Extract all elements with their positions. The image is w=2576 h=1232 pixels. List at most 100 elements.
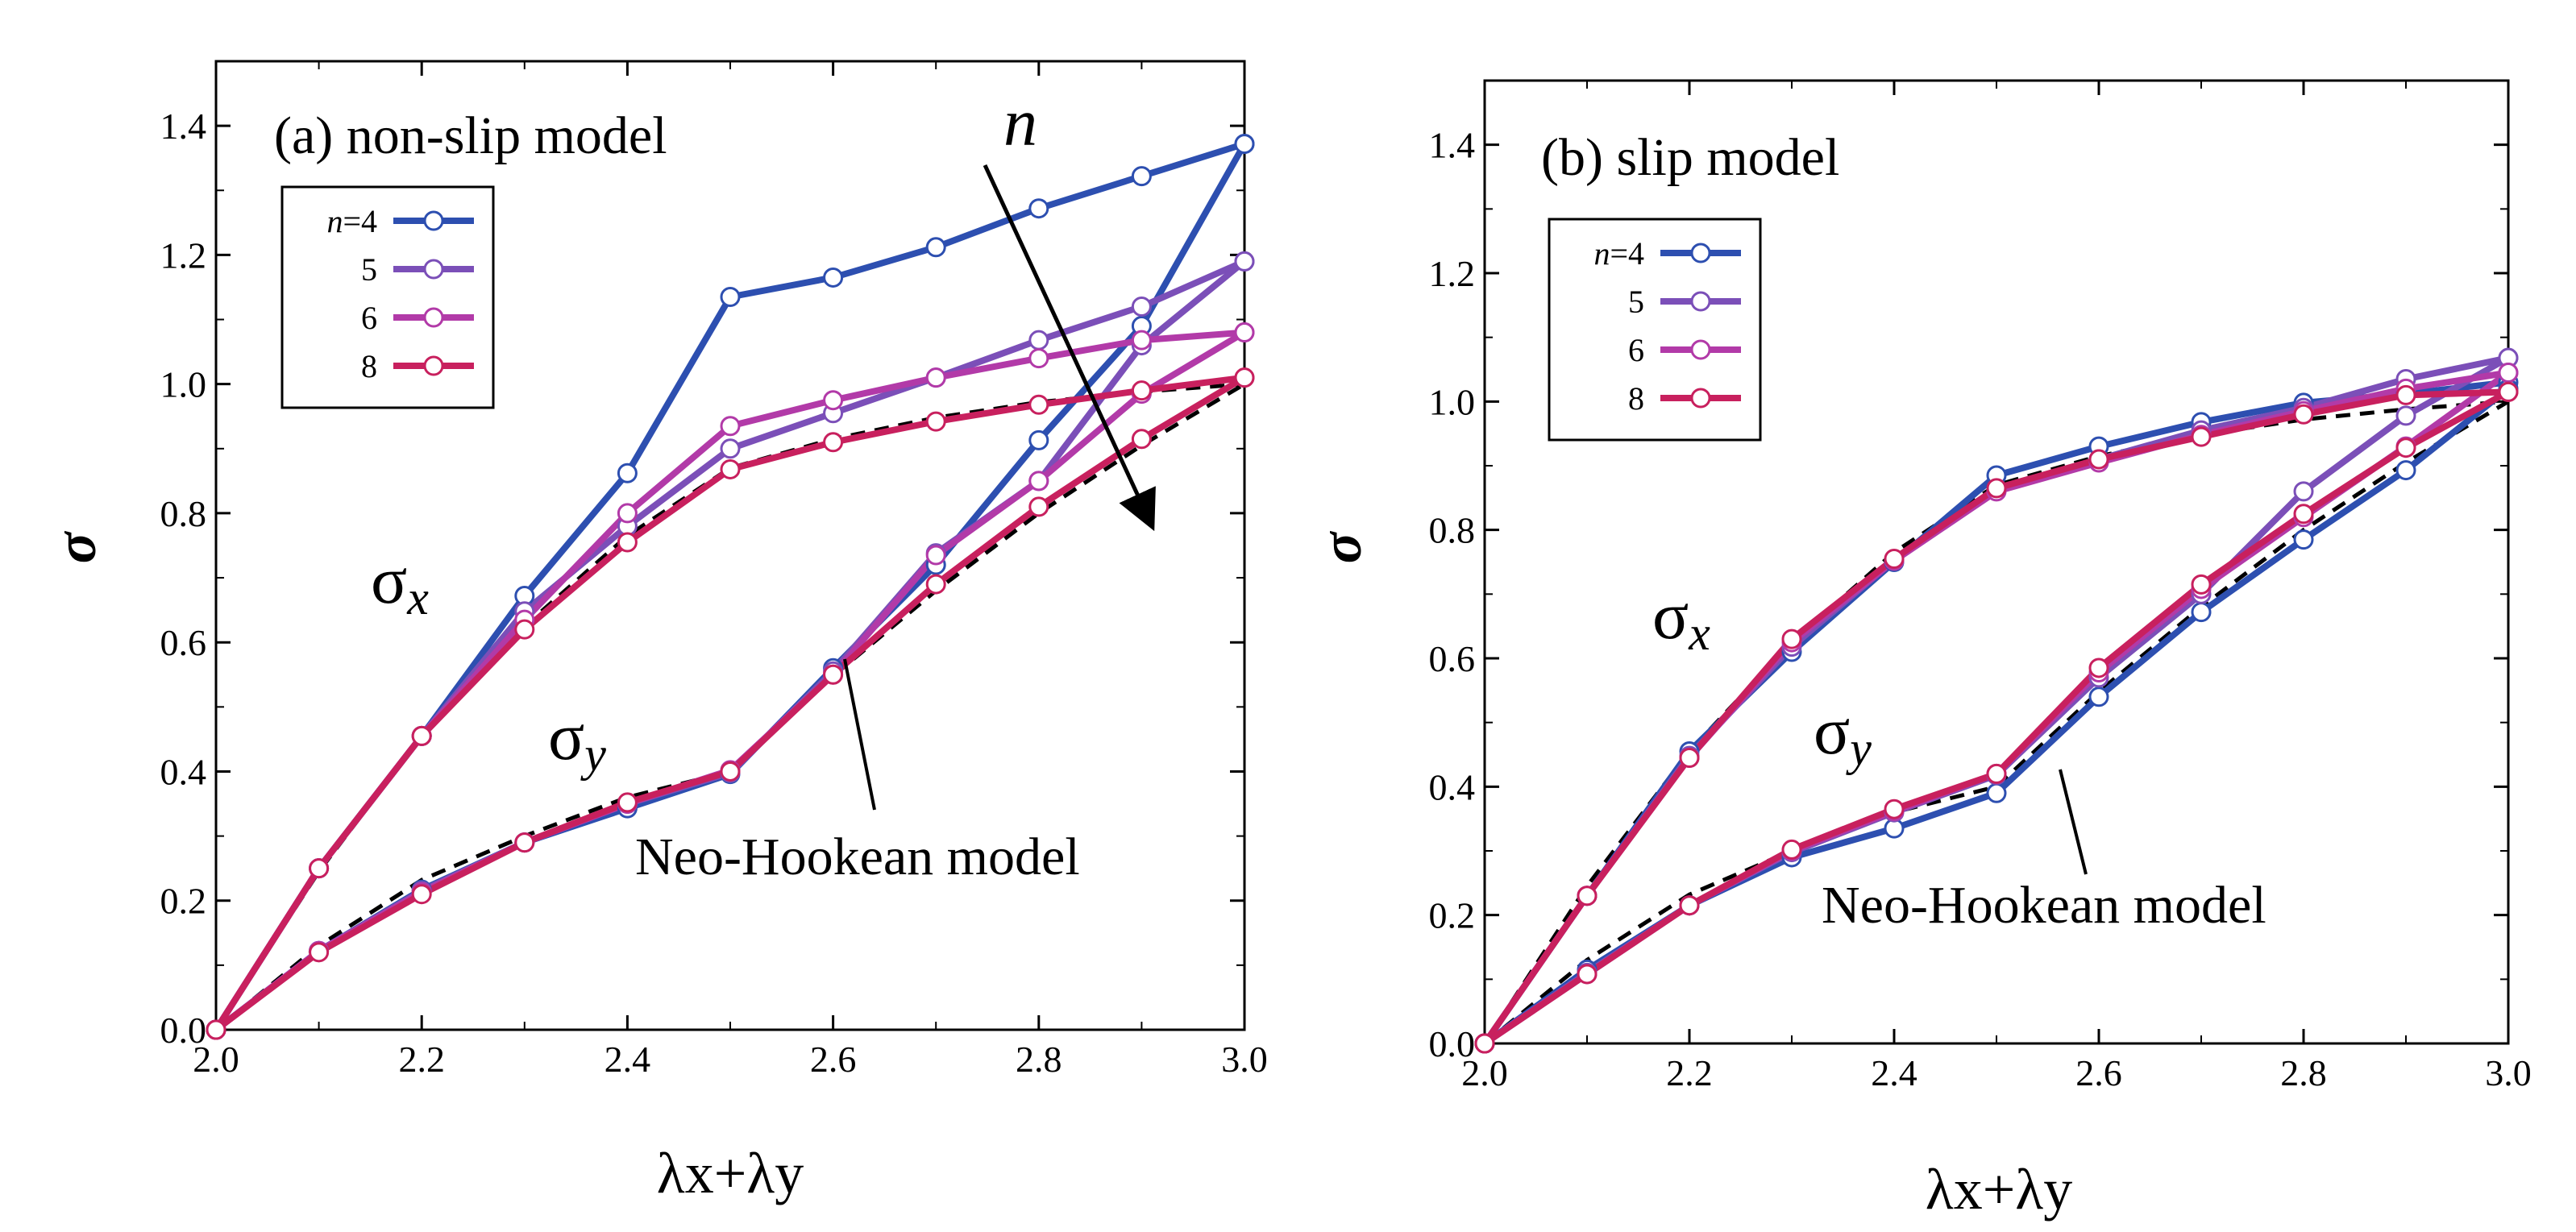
data-point — [720, 458, 741, 479]
data-point — [1986, 478, 2007, 499]
data-point — [1131, 297, 1152, 317]
data-point — [1884, 549, 1905, 570]
legend-marker-n4 — [1690, 243, 1711, 263]
data-point — [823, 664, 844, 685]
neo-hookean-curve-sigma_y — [1483, 400, 2510, 1045]
x-axis-label: λx+λy — [657, 1141, 804, 1205]
data-point — [1986, 782, 2007, 803]
x-tick-label: 2.2 — [398, 1039, 445, 1080]
data-point — [1028, 429, 1049, 450]
neo-hookean-pointer-line — [2059, 769, 2088, 875]
annotation-sigma-x-sub: x — [1688, 607, 1710, 660]
legend-marker-n8 — [423, 355, 444, 376]
data-point — [1131, 166, 1152, 187]
y-tick-label: 0.4 — [160, 751, 207, 792]
annotation-sigma-x: σx — [1652, 579, 1710, 660]
data-point — [1474, 1033, 1495, 1054]
annotation-sigma-y-sub: y — [1845, 722, 1872, 775]
y-tick-label: 0.2 — [160, 881, 207, 922]
legend-label: n=4 — [326, 203, 377, 239]
y-tick-label: 0.0 — [160, 1010, 207, 1051]
legend-label: 6 — [1628, 332, 1644, 368]
data-point — [309, 942, 330, 963]
x-axis-label: λx+λy — [1926, 1157, 2072, 1222]
data-point — [2395, 438, 2416, 458]
x-tick-label: 2.0 — [193, 1039, 239, 1080]
data-point — [1028, 348, 1049, 369]
neo-hookean-label: Neo-Hookean model — [1822, 876, 2266, 935]
data-point — [2293, 529, 2314, 550]
legend-marker-n6 — [423, 307, 444, 328]
panel-b-slip: 2.0 2.2 2.4 2.6 2.8 3.0 0.0 0.2 0.4 0.6 0.8 1.0 1.2 1… — [1309, 79, 2532, 1222]
y-tick-label: 1.0 — [1429, 381, 1476, 422]
legend-label: 6 — [361, 300, 377, 336]
legend-prefix-n: n — [326, 203, 343, 239]
data-point — [925, 545, 946, 566]
data-point — [309, 858, 330, 879]
data-point — [2293, 404, 2314, 425]
annotation-sigma-y: σy — [1814, 694, 1872, 775]
neo-hookean-label: Neo-Hookean model — [635, 828, 1080, 886]
legend-prefix-n: n — [1593, 235, 1610, 272]
data-point — [206, 1019, 226, 1040]
data-point — [1679, 747, 1700, 768]
n-arrow-label: n — [1003, 85, 1037, 160]
data-point — [1781, 628, 1802, 649]
legend-prefix-eq: =4 — [343, 203, 377, 239]
y-tick-label: 0.6 — [160, 622, 207, 663]
data-point — [411, 725, 432, 746]
data-point — [1679, 895, 1700, 916]
annotation-sigma-x-base: σ — [371, 543, 407, 618]
data-point — [2293, 504, 2314, 525]
data-point — [2293, 481, 2314, 502]
legend-marker-n5 — [1690, 291, 1711, 312]
y-tick-label: 1.4 — [1429, 125, 1476, 166]
data-point — [1884, 799, 1905, 819]
data-point — [1131, 330, 1152, 351]
y-tick-label: 1.2 — [160, 234, 207, 276]
annotation-sigma-y-base: σ — [548, 699, 584, 774]
data-point — [1131, 380, 1152, 401]
panel-title: (b) slip model — [1541, 128, 1839, 187]
data-point — [514, 832, 535, 853]
y-tick-label: 0.2 — [1429, 895, 1476, 936]
data-point — [411, 884, 432, 905]
data-point — [1028, 471, 1049, 492]
data-point — [1028, 330, 1049, 351]
x-tick-label: 2.8 — [2280, 1052, 2327, 1093]
data-point — [2088, 449, 2109, 470]
legend-prefix-eq: =4 — [1610, 235, 1644, 272]
data-point — [1577, 964, 1598, 985]
x-tick-label: 3.0 — [1221, 1039, 1268, 1080]
y-tick-label: 1.2 — [1429, 253, 1476, 294]
data-point — [1234, 251, 1255, 272]
data-point — [925, 367, 946, 388]
data-point — [1234, 322, 1255, 343]
y-tick-label: 0.6 — [1429, 638, 1476, 679]
annotation-sigma-x-base: σ — [1652, 579, 1689, 653]
annotation-sigma-x: σx — [371, 543, 429, 624]
legend-label: 8 — [361, 348, 377, 384]
data-point — [617, 503, 638, 524]
legend-marker-n8 — [1690, 388, 1711, 409]
data-point — [1028, 394, 1049, 415]
y-tick-label: 0.8 — [160, 493, 207, 534]
annotation-sigma-y-base: σ — [1814, 694, 1850, 769]
data-point — [720, 761, 741, 782]
data-point — [617, 792, 638, 813]
data-point — [514, 619, 535, 640]
data-point — [2191, 574, 2212, 595]
neo-hookean-pointer-line — [843, 658, 876, 811]
data-point — [1577, 886, 1598, 906]
legend-label: 5 — [361, 251, 377, 288]
legend-label: n=4 — [1593, 235, 1644, 272]
x-tick-label: 2.8 — [1016, 1039, 1062, 1080]
x-tick-label: 2.6 — [2075, 1052, 2122, 1093]
data-point — [2395, 384, 2416, 405]
data-point — [720, 286, 741, 307]
legend-marker-n4 — [423, 210, 444, 231]
data-point — [617, 463, 638, 483]
legend-marker-n6 — [1690, 339, 1711, 360]
data-point — [1234, 367, 1255, 388]
